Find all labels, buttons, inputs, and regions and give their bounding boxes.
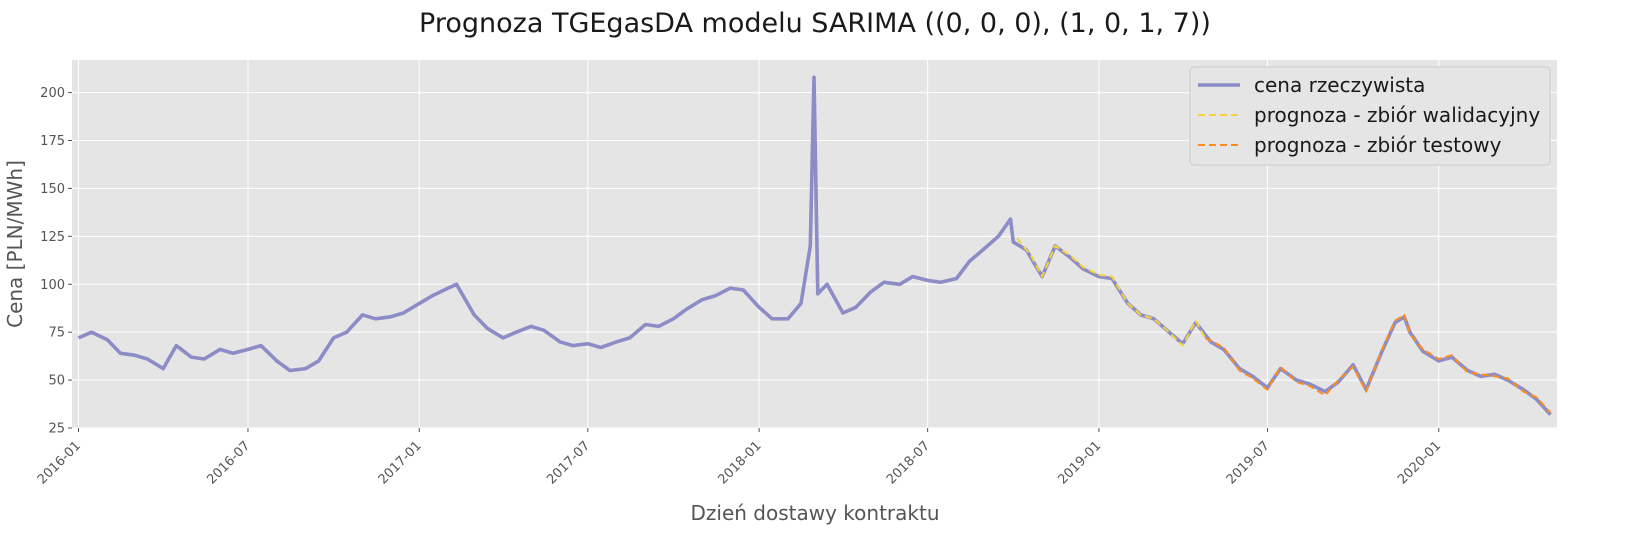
legend-box (1189, 66, 1551, 166)
chart-title: Prognoza TGEgasDA modelu SARIMA ((0, 0, … (419, 8, 1211, 39)
y-tick-label: 175 (40, 134, 65, 149)
x-tick-label: 2016-07 (204, 438, 253, 487)
x-tick-label: 2018-07 (884, 438, 933, 487)
x-axis-ticks: 2016-01 2016-07 2017-01 2017-07 2018-01 2018-… (35, 428, 1444, 487)
x-tick-label: 2017-01 (376, 438, 425, 487)
y-axis-ticks: 25 50 75 100 125 150 175 200 (40, 86, 72, 437)
x-tick-label: 2016-01 (35, 438, 84, 487)
x-tick-label: 2019-07 (1224, 438, 1273, 487)
series-line-3 (1204, 313, 1552, 414)
y-axis-label: Cena [PLN/MWh] (3, 160, 27, 328)
y-tick-label: 75 (48, 326, 65, 341)
y-tick-label: 150 (40, 182, 65, 197)
y-tick-label: 50 (48, 374, 65, 389)
series-line-1 (77, 75, 1552, 416)
legend-label-2: prognoza - zbiór walidacyjny (1254, 103, 1540, 127)
x-axis-label: Dzień dostawy kontraktu (691, 501, 940, 525)
legend-label-1: cena rzeczywista (1254, 73, 1425, 97)
legend: cena rzeczywista prognoza - zbiór walidac… (1189, 66, 1551, 166)
x-tick-label: 2019-01 (1055, 438, 1104, 487)
series-lines (77, 75, 1552, 416)
y-tick-label: 100 (40, 278, 65, 293)
x-tick-label: 2017-07 (544, 438, 593, 487)
y-tick-label: 200 (40, 86, 65, 101)
y-tick-label: 25 (48, 422, 65, 437)
y-tick-label: 125 (40, 230, 65, 245)
legend-label-3: prognoza - zbiór testowy (1254, 133, 1502, 157)
x-tick-label: 2018-01 (715, 438, 764, 487)
series-line-2 (1016, 237, 1206, 347)
x-tick-label: 2020-01 (1395, 438, 1444, 487)
